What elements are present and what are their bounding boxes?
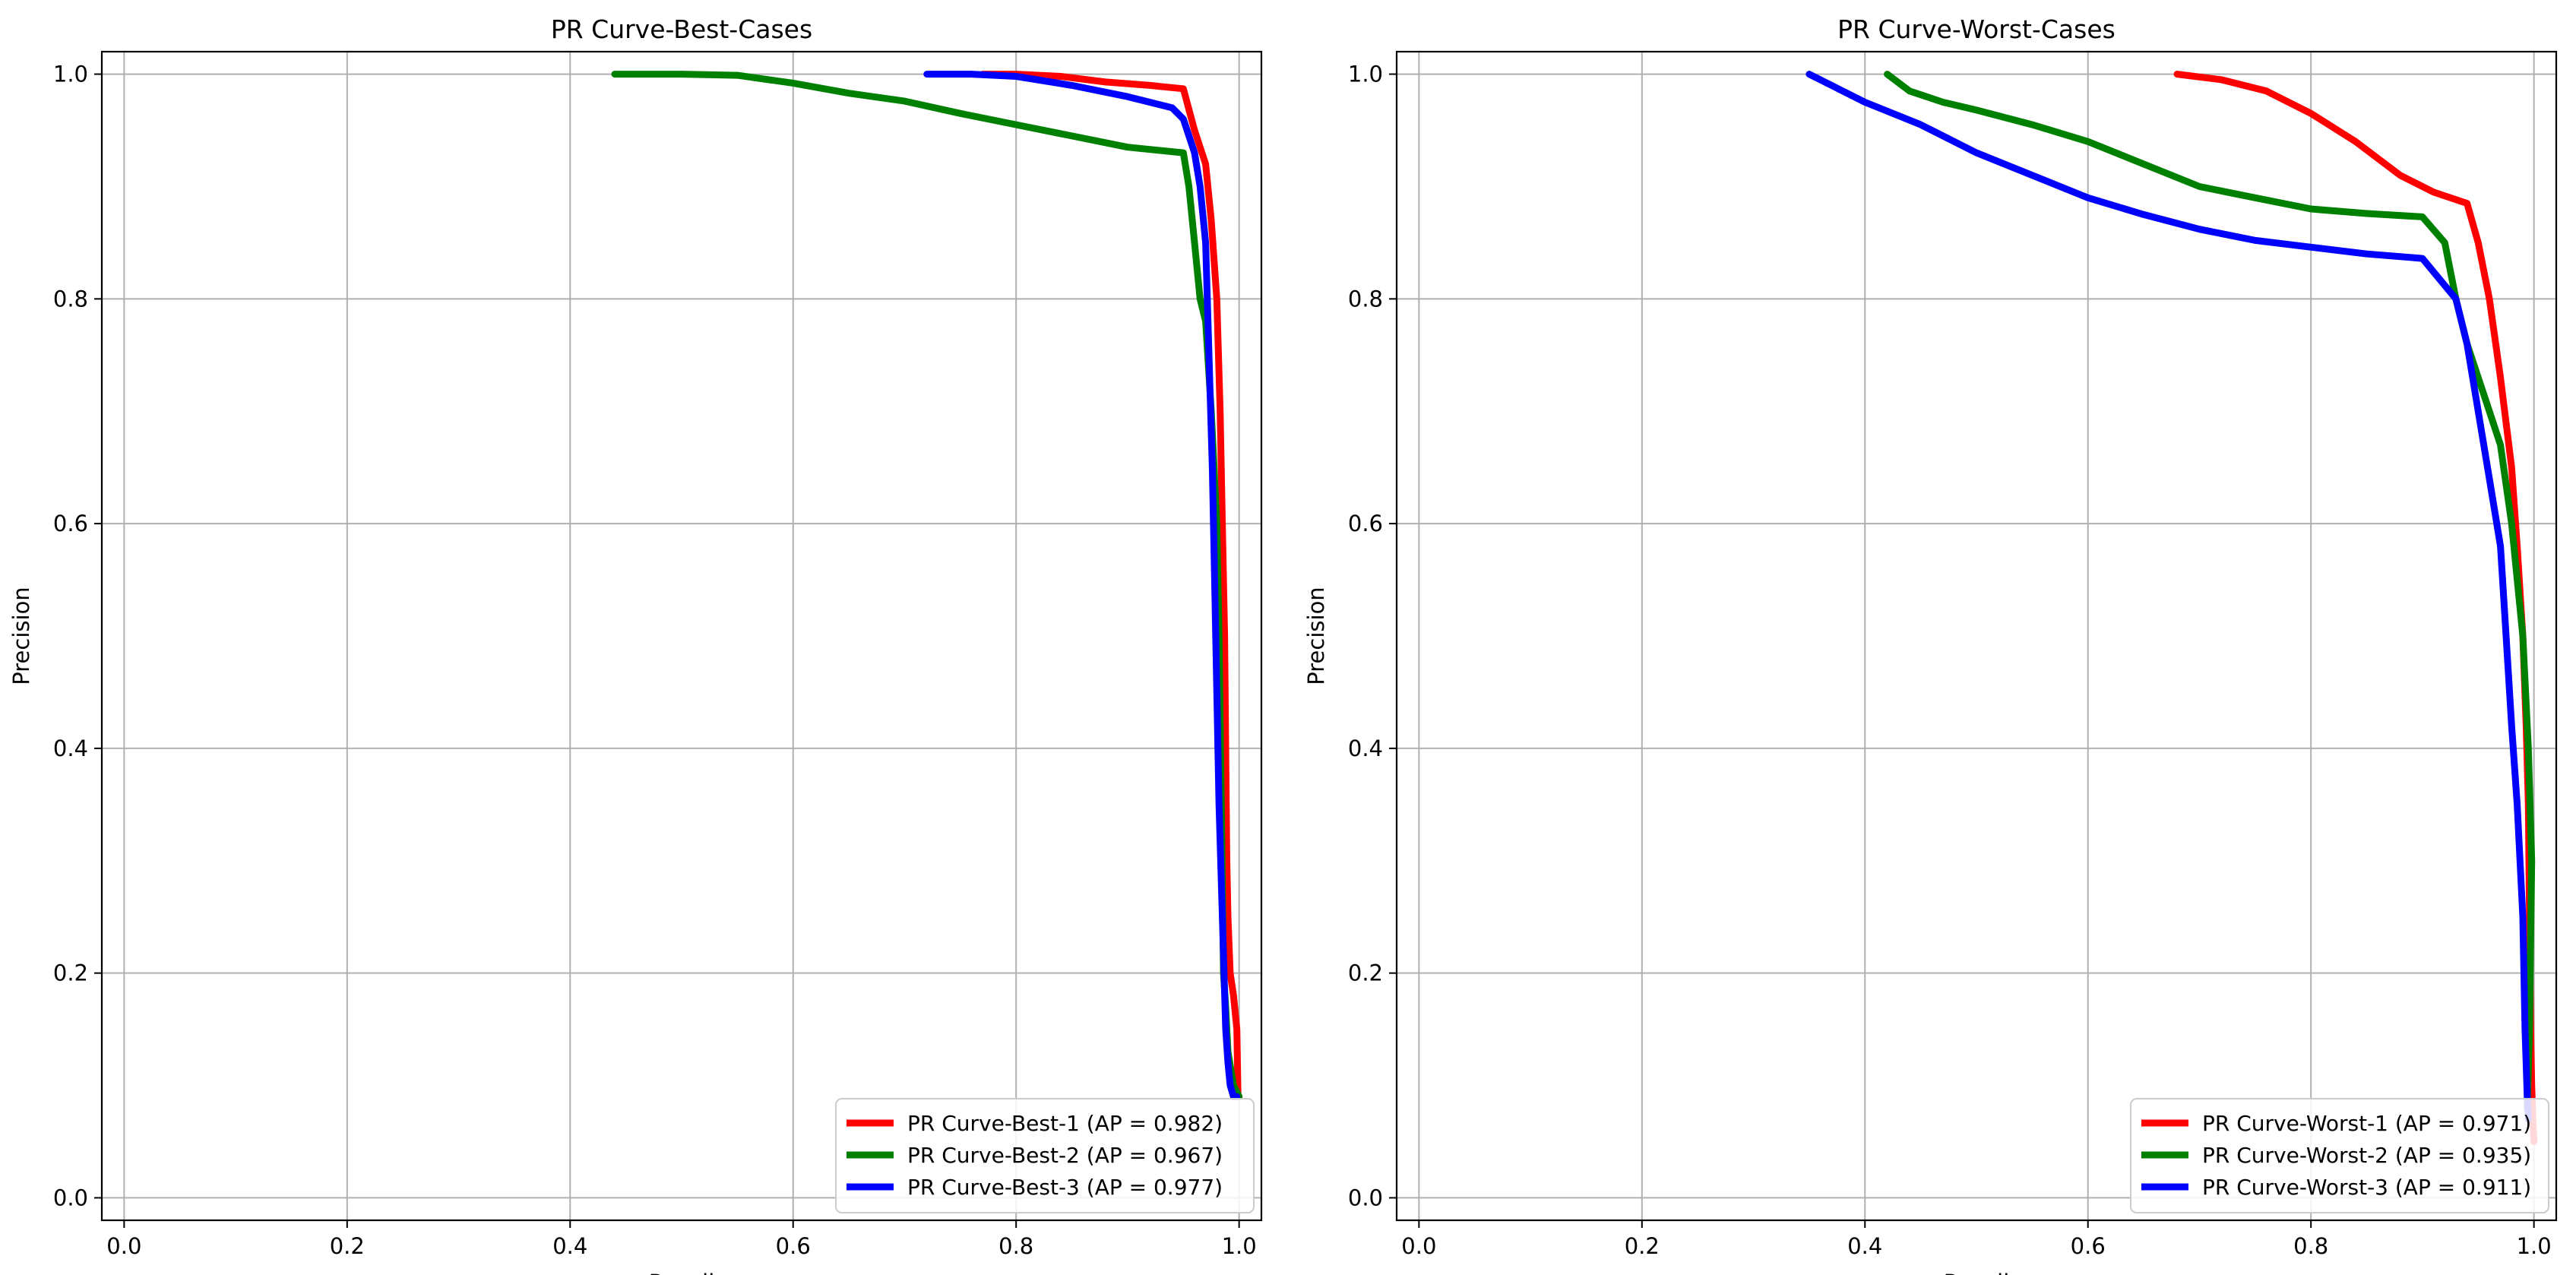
x-tick-label-3: 0.6 <box>776 1233 811 1259</box>
y-tick-label-0: 0.0 <box>1348 1185 1383 1210</box>
x-tick-label-4: 0.8 <box>2293 1233 2328 1259</box>
legend-label-1: PR Curve-Best-1 (AP = 0.982) <box>907 1111 1223 1136</box>
x-tick-label-1: 0.2 <box>1625 1233 1660 1259</box>
series-line-3 <box>923 71 1241 1100</box>
y-axis-label: Precision <box>1303 587 1329 685</box>
x-tick-label-2: 0.4 <box>1847 1233 1882 1259</box>
y-tick-label-2: 0.4 <box>1348 736 1383 761</box>
y-axis-label: Precision <box>8 587 34 685</box>
x-axis-label: Recall <box>649 1270 715 1275</box>
x-tick-label-4: 0.8 <box>998 1233 1033 1259</box>
y-tick-label-3: 0.6 <box>1348 511 1383 536</box>
x-tick-label-0: 0.0 <box>106 1233 141 1259</box>
chart-title: PR Curve-Worst-Cases <box>1837 14 2116 44</box>
y-tick-label-3: 0.6 <box>53 511 88 536</box>
legend: PR Curve-Best-1 (AP = 0.982) PR Curve-Bes… <box>835 1098 1255 1213</box>
legend-label-2: PR Curve-Worst-2 (AP = 0.935) <box>2202 1143 2531 1168</box>
legend: PR Curve-Worst-1 (AP = 0.971) PR Curve-Wo… <box>2130 1098 2549 1213</box>
legend-label-2: PR Curve-Best-2 (AP = 0.967) <box>907 1143 1223 1168</box>
y-tick-label-1: 0.2 <box>1348 960 1383 986</box>
x-tick-label-3: 0.6 <box>2071 1233 2106 1259</box>
x-tick-label-1: 0.2 <box>330 1233 365 1259</box>
legend-box <box>2130 1098 2549 1213</box>
series-line-1 <box>979 71 1242 1100</box>
y-tick-label-0: 0.0 <box>53 1185 88 1210</box>
y-tick-label-5: 1.0 <box>1348 62 1383 87</box>
y-tick-label-5: 1.0 <box>53 62 88 87</box>
legend-label-1: PR Curve-Worst-1 (AP = 0.971) <box>2202 1111 2531 1136</box>
axes-frame <box>100 50 1263 1222</box>
chart-panel-worst-cases: 0.0 0.2 0.4 0.6 0.8 1.0 0.0 0.2 0.4 0.6 0.8 1.0 PR C… <box>1303 14 2558 1275</box>
x-tick-label-5: 1.0 <box>2517 1233 2552 1259</box>
chart-title: PR Curve-Best-Cases <box>551 14 812 44</box>
x-tick-label-2: 0.4 <box>552 1233 587 1259</box>
series-line-2 <box>1884 71 2536 1112</box>
x-tick-label-5: 1.0 <box>1222 1233 1257 1259</box>
x-axis-label: Recall <box>1944 1270 2010 1275</box>
axes-frame <box>1395 50 2558 1222</box>
y-tick-label-4: 0.8 <box>1348 286 1383 312</box>
y-tick-label-2: 0.4 <box>53 736 88 761</box>
legend-box <box>835 1098 1255 1213</box>
y-tick-label-4: 0.8 <box>53 286 88 312</box>
series-line-3 <box>1805 71 2532 1123</box>
x-tick-label-0: 0.0 <box>1401 1233 1436 1259</box>
legend-label-3: PR Curve-Worst-3 (AP = 0.911) <box>2202 1175 2531 1200</box>
chart-panel-best-cases: 0.0 0.2 0.4 0.6 0.8 1.0 0.0 0.2 0.4 0.6 0.8 1.0 PR C… <box>8 14 1263 1275</box>
y-tick-label-1: 0.2 <box>53 960 88 986</box>
legend-label-3: PR Curve-Best-3 (AP = 0.977) <box>907 1175 1223 1200</box>
